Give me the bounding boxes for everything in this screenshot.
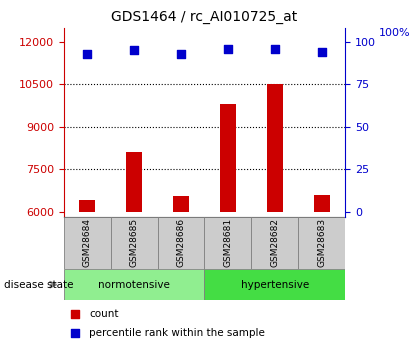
Point [84,51,90,57]
Point [72,312,78,317]
Bar [252,217,298,269]
Text: GSM28682: GSM28682 [270,218,279,267]
Text: disease state: disease state [4,280,74,289]
Bar [173,196,189,212]
Bar [79,200,95,212]
Text: GSM28681: GSM28681 [224,218,233,267]
Text: hypertensive: hypertensive [241,280,309,289]
Text: 100%: 100% [379,28,411,38]
Text: count: count [89,309,118,319]
Bar [298,217,345,269]
Bar [64,269,204,300]
Point [319,49,325,55]
Title: GDS1464 / rc_AI010725_at: GDS1464 / rc_AI010725_at [111,10,298,24]
Bar [64,217,111,269]
Bar [205,217,252,269]
Text: normotensive: normotensive [98,280,170,289]
Point [131,48,137,53]
Text: percentile rank within the sample: percentile rank within the sample [89,328,265,338]
Point [225,46,231,51]
Text: GSM28683: GSM28683 [317,218,326,267]
Bar [126,152,142,212]
Point [72,331,78,336]
Point [178,51,184,57]
Text: GSM28686: GSM28686 [176,218,185,267]
Text: GSM28685: GSM28685 [129,218,139,267]
Bar [314,195,330,212]
Point [272,46,278,51]
Bar [220,104,236,212]
Bar [205,269,345,300]
Bar [267,84,283,212]
Text: GSM28684: GSM28684 [83,218,92,267]
Bar [111,217,157,269]
Bar [157,217,205,269]
